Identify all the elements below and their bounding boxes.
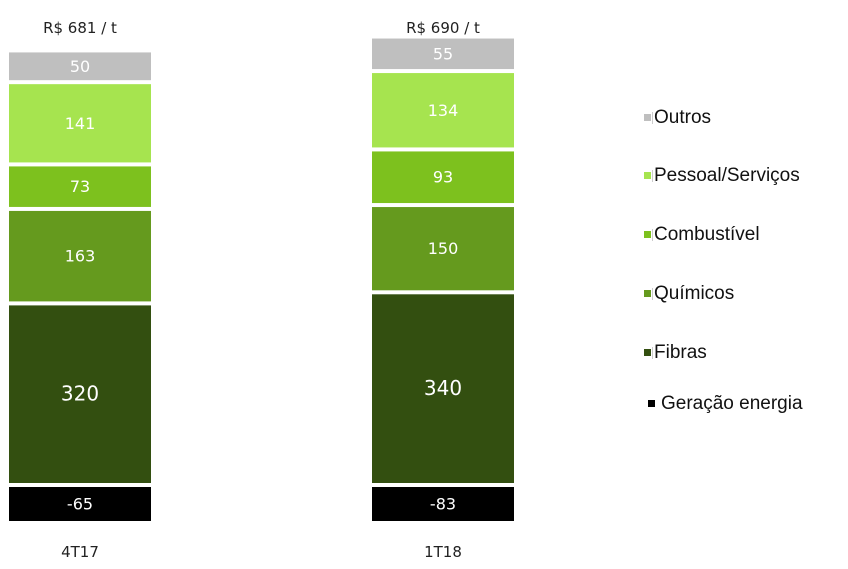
data-label: 320 bbox=[61, 382, 99, 406]
legend-divider bbox=[652, 170, 653, 182]
legend-swatch bbox=[644, 290, 651, 297]
total-label: R$ 690 / t bbox=[406, 19, 480, 37]
legend-swatch bbox=[644, 349, 651, 356]
data-label: 134 bbox=[428, 101, 459, 120]
data-label: 55 bbox=[433, 44, 453, 63]
legend-label: Fibras bbox=[654, 342, 707, 363]
bar-segment-outros-4t17 bbox=[9, 52, 151, 81]
legend-swatch bbox=[644, 114, 651, 121]
bar-segment-outros-1t18 bbox=[372, 38, 514, 70]
data-label: 141 bbox=[65, 114, 96, 133]
data-label: 163 bbox=[65, 247, 96, 266]
bar-segment-combust-vel-1t18 bbox=[372, 151, 514, 204]
data-label: 340 bbox=[424, 376, 462, 400]
legend-label: Outros bbox=[654, 107, 711, 128]
legend-label: Geração energia bbox=[661, 393, 803, 414]
data-label: 50 bbox=[70, 57, 90, 76]
legend-label: Pessoal/Serviços bbox=[654, 165, 800, 186]
legend-swatch bbox=[644, 172, 651, 179]
bar-segment-fibras-1t18 bbox=[372, 294, 514, 483]
bar-segment-pessoal-servi-os-4t17 bbox=[9, 84, 151, 163]
bar-segment-combust-vel-4t17 bbox=[9, 166, 151, 207]
legend-divider bbox=[652, 288, 653, 300]
bar-segment-gera-o-energia-1t18 bbox=[372, 487, 514, 521]
data-label: -65 bbox=[67, 495, 93, 514]
total-label: R$ 681 / t bbox=[43, 19, 117, 37]
data-label: -83 bbox=[430, 495, 456, 514]
legend-label: Químicos bbox=[654, 283, 734, 304]
data-label: 150 bbox=[428, 239, 459, 258]
legend-divider bbox=[652, 112, 653, 124]
data-label: 93 bbox=[433, 168, 453, 187]
bar-segment-gera-o-energia-4t17 bbox=[9, 487, 151, 521]
legend-swatch bbox=[644, 231, 651, 238]
bar-segment-qu-micos-1t18 bbox=[372, 207, 514, 291]
data-label: 73 bbox=[70, 177, 90, 196]
legend-divider bbox=[652, 229, 653, 241]
legend-swatch bbox=[648, 400, 655, 407]
category-label: 1T18 bbox=[424, 543, 462, 561]
legend-label: Combustível bbox=[654, 224, 760, 245]
legend-divider bbox=[652, 347, 653, 359]
bar-segment-fibras-4t17 bbox=[9, 305, 151, 483]
category-label: 4T17 bbox=[61, 543, 99, 561]
bar-segment-qu-micos-4t17 bbox=[9, 210, 151, 302]
bar-segment-pessoal-servi-os-1t18 bbox=[372, 73, 514, 148]
